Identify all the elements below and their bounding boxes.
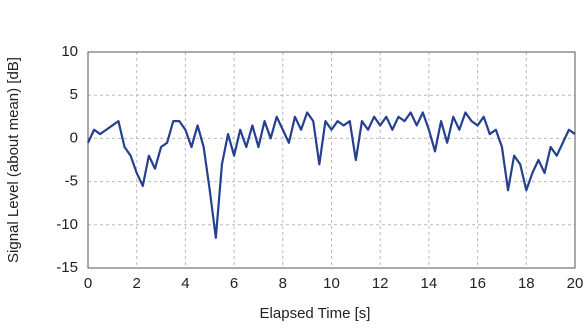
y-tick-label: -5 bbox=[65, 173, 78, 190]
x-tick-label: 14 bbox=[421, 275, 438, 292]
x-tick-label: 16 bbox=[469, 275, 486, 292]
x-tick-label: 8 bbox=[279, 275, 287, 292]
y-tick-label: 0 bbox=[70, 129, 78, 146]
y-tick-label: 5 bbox=[70, 86, 78, 103]
signal-line bbox=[87, 111, 576, 239]
y-tick-label: 10 bbox=[61, 43, 78, 60]
x-tick-label: 0 bbox=[84, 275, 92, 292]
y-tick-label: -10 bbox=[56, 216, 78, 233]
x-tick-label: 4 bbox=[181, 275, 189, 292]
x-tick-label: 12 bbox=[372, 275, 389, 292]
y-tick-label: -15 bbox=[56, 259, 78, 276]
x-tick-label: 18 bbox=[518, 275, 535, 292]
x-tick-label: 20 bbox=[567, 275, 584, 292]
plot-frame bbox=[87, 51, 576, 269]
x-axis-label: Elapsed Time [s] bbox=[260, 305, 371, 322]
x-tick-label: 10 bbox=[323, 275, 340, 292]
x-tick-label: 6 bbox=[230, 275, 238, 292]
x-tick-label: 2 bbox=[133, 275, 141, 292]
y-axis-label: Signal Level (about mean) [dB] bbox=[5, 57, 22, 263]
